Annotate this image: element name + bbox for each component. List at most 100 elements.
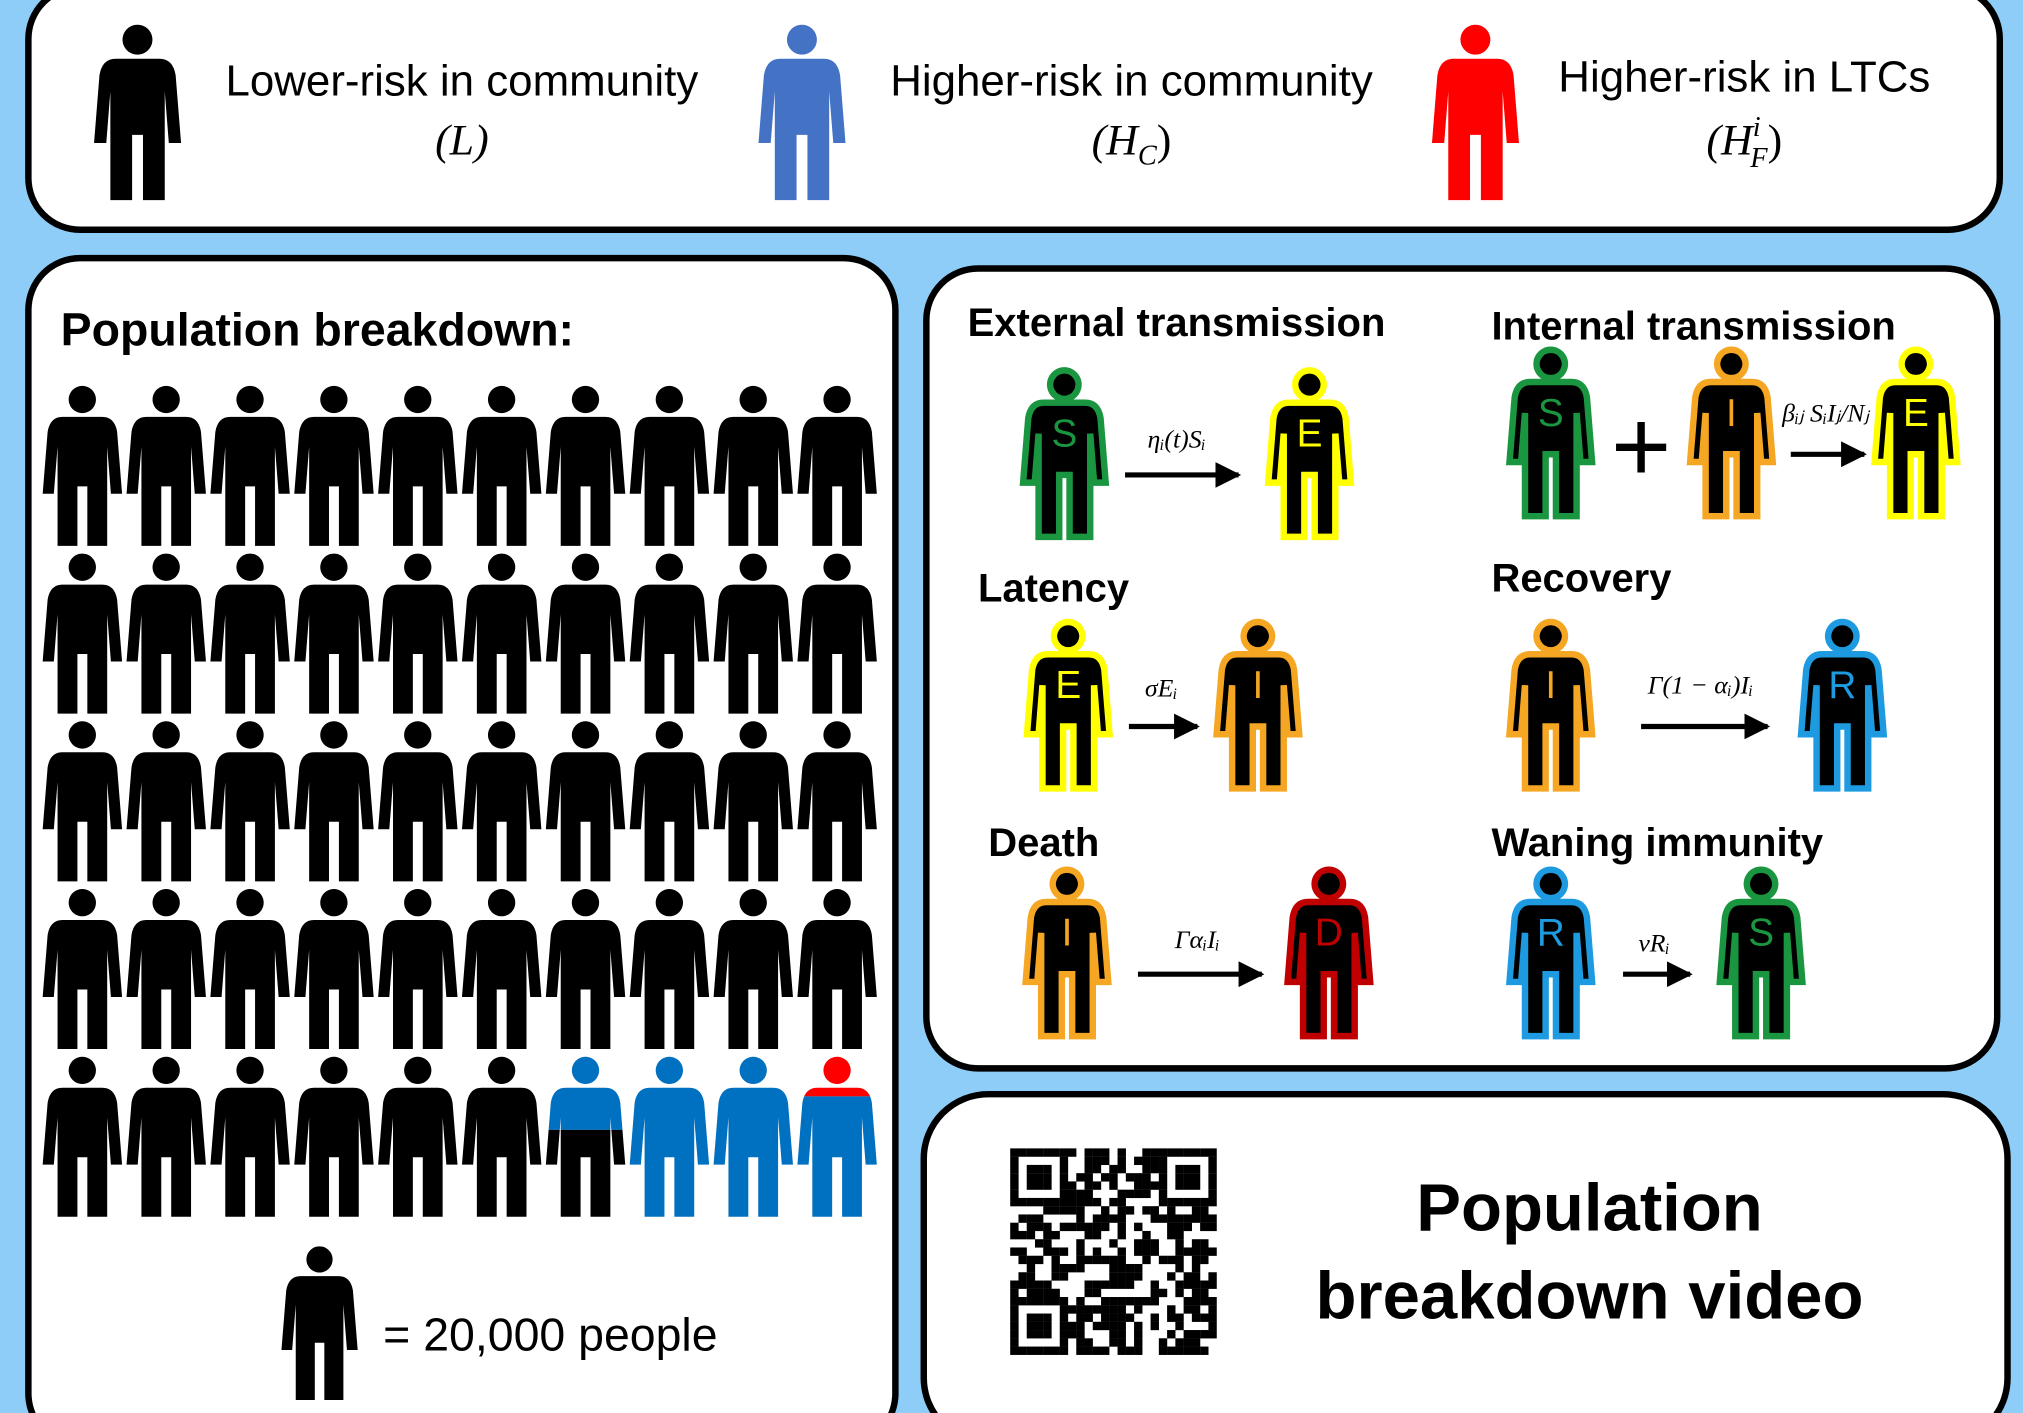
qr-module <box>1134 1173 1143 1182</box>
qr-module <box>1059 1173 1069 1182</box>
qr-module <box>1010 1148 1019 1157</box>
qr-module <box>1183 1297 1192 1306</box>
qr-module <box>1158 1214 1168 1223</box>
qr-module <box>1043 1321 1052 1331</box>
qr-module <box>1092 1181 1102 1190</box>
qr-module <box>1026 1280 1036 1289</box>
rate: ΓαᵢIᵢ <box>1174 925 1220 954</box>
qr-module <box>1200 1255 1209 1265</box>
qr-module <box>1059 1346 1069 1355</box>
qr-module <box>1208 1305 1217 1314</box>
qr-module <box>1084 1346 1093 1355</box>
qr-module <box>1068 1181 1077 1190</box>
qr-module <box>1010 1288 1019 1298</box>
qr-module <box>1117 1321 1126 1331</box>
qr-module <box>1068 1148 1077 1157</box>
qr-module <box>1059 1197 1069 1207</box>
qr-module <box>1191 1173 1201 1182</box>
rate: βᵢⱼ SᵢIⱼ/Nⱼ <box>1781 398 1870 427</box>
qr-module <box>1092 1346 1102 1355</box>
qr-module <box>1010 1313 1019 1322</box>
qr-module <box>1043 1206 1052 1215</box>
qr-module <box>1059 1206 1069 1215</box>
qr-module <box>1134 1338 1143 1347</box>
qr-module <box>1043 1280 1052 1289</box>
qr-module <box>1175 1263 1184 1273</box>
qr-module <box>1109 1280 1118 1289</box>
qr-module <box>1208 1189 1217 1199</box>
qr-module <box>1034 1164 1044 1174</box>
qr-module <box>1059 1297 1069 1306</box>
qr-module <box>1010 1338 1019 1347</box>
qr-module <box>1010 1222 1019 1232</box>
qr-module <box>1101 1156 1110 1166</box>
qr-module <box>1167 1346 1176 1355</box>
qr-module <box>1109 1321 1118 1331</box>
qr-module <box>1026 1346 1036 1355</box>
qr-module <box>1208 1247 1217 1256</box>
qr-module <box>1167 1255 1176 1265</box>
qr-module <box>1200 1247 1209 1256</box>
qr-module <box>1051 1148 1060 1157</box>
qr-module <box>1183 1181 1192 1190</box>
qr-module <box>1167 1230 1176 1240</box>
qr-module <box>1117 1330 1126 1339</box>
qr-module <box>1109 1181 1118 1190</box>
qr-module <box>1084 1156 1093 1166</box>
qr-module <box>1010 1164 1019 1174</box>
qr-module <box>1109 1164 1118 1174</box>
qr-module <box>1043 1313 1052 1322</box>
qr-module <box>1208 1181 1217 1190</box>
qr-module <box>1175 1288 1184 1298</box>
qr-module <box>1034 1288 1044 1298</box>
qr-module <box>1010 1247 1019 1256</box>
qr-module <box>1191 1214 1201 1223</box>
qr-module <box>1026 1288 1036 1298</box>
qr-module <box>1183 1214 1192 1223</box>
symbol-sup: i <box>1753 112 1761 143</box>
qr-module <box>1026 1255 1036 1265</box>
qr-module <box>1084 1222 1093 1232</box>
video-title: Population <box>1416 1171 1763 1246</box>
qr-module <box>1150 1297 1159 1306</box>
qr-module <box>1043 1330 1052 1339</box>
qr-module <box>1125 1313 1135 1322</box>
qr-module <box>1034 1148 1044 1157</box>
qr-module <box>1175 1222 1184 1232</box>
qr-module <box>1010 1321 1019 1331</box>
transition-title: Waning immunity <box>1491 821 1823 865</box>
qr-module <box>1134 1247 1143 1256</box>
qr-module <box>1092 1255 1102 1265</box>
qr-module <box>1084 1305 1093 1314</box>
qr-module <box>1010 1280 1019 1289</box>
qr-module <box>1117 1197 1126 1207</box>
qr-module <box>1117 1255 1126 1265</box>
qr-module <box>1059 1321 1069 1331</box>
compartment-letter: R <box>1537 912 1565 955</box>
transition-title: Recovery <box>1491 556 1672 600</box>
qr-module <box>1034 1255 1044 1265</box>
qr-module <box>1101 1148 1110 1157</box>
qr-module <box>1134 1272 1143 1281</box>
qr-module <box>1059 1189 1069 1199</box>
legend-label: Lower-risk in community <box>225 57 698 106</box>
qr-module <box>1092 1230 1102 1240</box>
qr-module <box>1076 1338 1085 1347</box>
qr-module <box>1026 1313 1036 1322</box>
qr-module <box>1125 1297 1135 1306</box>
qr-module <box>1059 1330 1069 1339</box>
qr-module <box>1076 1305 1085 1314</box>
qr-module <box>1191 1280 1201 1289</box>
qr-module <box>1026 1297 1036 1306</box>
qr-module <box>1076 1222 1085 1232</box>
qr-module <box>1068 1305 1077 1314</box>
transition-title: Death <box>988 821 1099 865</box>
qr-module <box>1208 1164 1217 1174</box>
qr-module <box>1018 1197 1027 1207</box>
qr-module <box>1084 1197 1093 1207</box>
qr-module <box>1068 1206 1077 1215</box>
qr-module <box>1200 1330 1209 1339</box>
qr-module <box>1051 1263 1060 1273</box>
legend-symbol: (HC) <box>1092 117 1172 171</box>
qr-module <box>1059 1164 1069 1174</box>
